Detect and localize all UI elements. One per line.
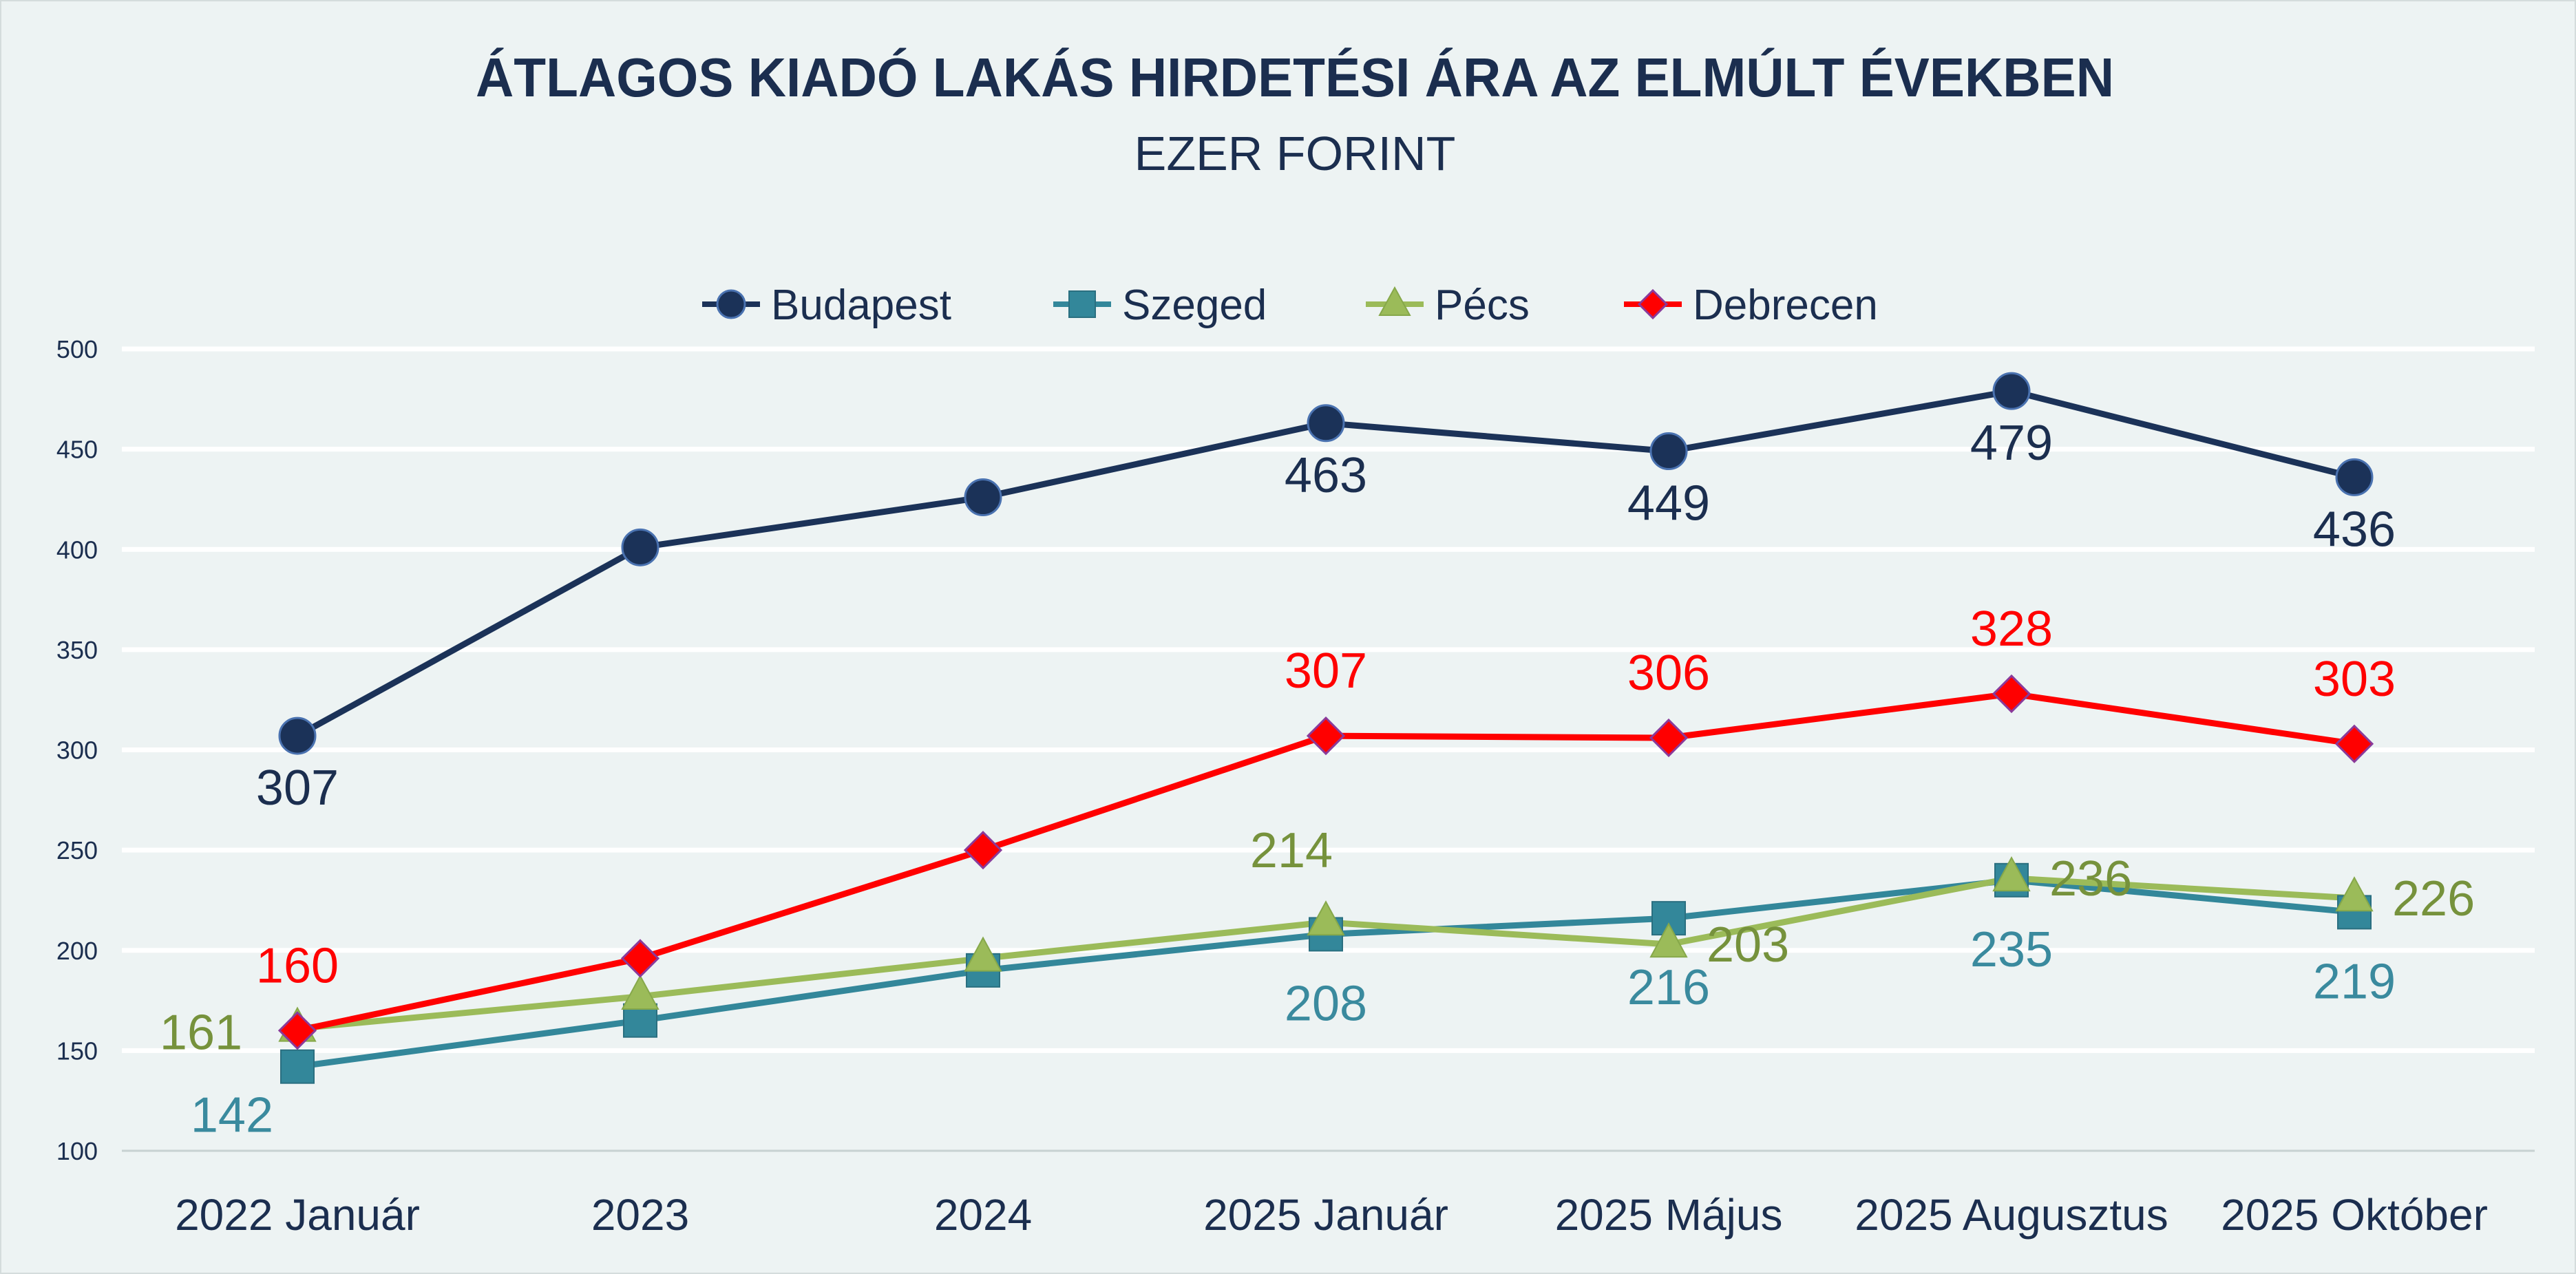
legend-swatch-marker bbox=[1637, 288, 1669, 320]
legend-label: Budapest bbox=[771, 282, 951, 329]
x-tick-label: 2023 bbox=[591, 1190, 689, 1240]
data-label-budapest: 436 bbox=[2313, 502, 2396, 557]
data-label-debrecen: 160 bbox=[256, 938, 339, 993]
y-tick-label: 400 bbox=[56, 535, 98, 564]
data-point-szeged bbox=[280, 1049, 315, 1084]
data-label-budapest: 449 bbox=[1627, 476, 1710, 531]
y-tick-label: 350 bbox=[56, 636, 98, 664]
data-point-budapest bbox=[1307, 404, 1345, 443]
data-point-debrecen bbox=[1306, 716, 1346, 756]
data-label-debrecen: 306 bbox=[1627, 646, 1710, 701]
data-point-pécs bbox=[1992, 856, 2031, 892]
data-point-pécs bbox=[964, 936, 1002, 972]
y-tick-label: 150 bbox=[56, 1037, 98, 1065]
x-tick-label: 2025 Augusztus bbox=[1855, 1190, 2168, 1240]
data-point-debrecen bbox=[1992, 674, 2031, 714]
legend-item: Pécs bbox=[1366, 282, 1530, 329]
data-label-debrecen: 303 bbox=[2313, 652, 2396, 707]
data-label-pécs: 236 bbox=[2049, 851, 2132, 906]
data-label-szeged: 235 bbox=[1970, 922, 2053, 977]
x-axis: 2022 Január 2023 2024 2025 Január 2025 Május… bbox=[175, 1190, 2488, 1240]
data-label-szeged: 219 bbox=[2313, 954, 2396, 1009]
legend-label: Pécs bbox=[1435, 282, 1530, 329]
data-labels: 307 463 449 479 436 142 208 216 235 219 161 214 203 2… bbox=[160, 416, 2475, 1143]
data-point-budapest bbox=[621, 528, 659, 566]
data-point-pécs bbox=[621, 974, 659, 1010]
chart-title: ÁTLAGOS KIADÓ LAKÁS HIRDETÉSI ÁRA AZ ELM… bbox=[476, 47, 2114, 108]
data-label-szeged: 142 bbox=[191, 1088, 273, 1143]
y-tick-label: 500 bbox=[56, 335, 98, 363]
data-label-budapest: 479 bbox=[1970, 416, 2053, 471]
data-point-budapest bbox=[278, 716, 317, 755]
series-markers bbox=[277, 372, 2374, 1084]
x-tick-label: 2025 Október bbox=[2221, 1190, 2488, 1240]
data-point-budapest bbox=[964, 478, 1002, 517]
legend-swatch-marker bbox=[1378, 286, 1411, 316]
data-label-debrecen: 328 bbox=[1970, 602, 2053, 657]
x-tick-label: 2024 bbox=[934, 1190, 1032, 1240]
data-label-budapest: 463 bbox=[1285, 448, 1367, 503]
data-point-pécs bbox=[1307, 900, 1345, 936]
data-label-pécs: 226 bbox=[2392, 871, 2475, 926]
chart-subtitle: EZER FORINT bbox=[1134, 127, 1456, 180]
legend-label: Szeged bbox=[1122, 282, 1267, 329]
legend-item: Debrecen bbox=[1624, 282, 1878, 329]
data-point-debrecen bbox=[963, 831, 1003, 870]
data-point-pécs bbox=[1649, 922, 1688, 958]
data-label-pécs: 161 bbox=[160, 1005, 242, 1060]
y-axis: 100 150 200 250 300 350 400 450 500 bbox=[56, 335, 98, 1165]
legend-label: Debrecen bbox=[1693, 282, 1878, 329]
data-label-budapest: 307 bbox=[256, 761, 339, 816]
y-tick-label: 200 bbox=[56, 937, 98, 965]
legend-swatch-marker bbox=[1068, 290, 1096, 318]
data-point-pécs bbox=[2335, 876, 2374, 912]
data-point-budapest bbox=[1992, 372, 2031, 410]
legend-swatch-marker bbox=[716, 289, 746, 319]
data-point-debrecen bbox=[2334, 724, 2374, 763]
data-label-szeged: 216 bbox=[1627, 960, 1710, 1015]
y-tick-label: 300 bbox=[56, 736, 98, 765]
x-tick-label: 2025 Május bbox=[1555, 1190, 1783, 1240]
data-label-debrecen: 307 bbox=[1285, 644, 1367, 699]
data-point-debrecen bbox=[1649, 718, 1689, 758]
y-tick-label: 100 bbox=[56, 1137, 98, 1165]
data-label-szeged: 208 bbox=[1285, 976, 1367, 1031]
data-point-budapest bbox=[2335, 458, 2374, 496]
data-point-debrecen bbox=[620, 939, 660, 978]
legend-item: Budapest bbox=[702, 282, 951, 329]
data-point-budapest bbox=[1649, 432, 1688, 471]
x-tick-label: 2022 Január bbox=[175, 1190, 420, 1240]
data-label-pécs: 214 bbox=[1250, 823, 1333, 878]
legend: Budapest Szeged Pécs Debrecen bbox=[702, 282, 1878, 329]
data-label-pécs: 203 bbox=[1707, 917, 1789, 973]
x-tick-label: 2025 Január bbox=[1203, 1190, 1448, 1240]
y-tick-label: 250 bbox=[56, 836, 98, 864]
data-point-debrecen bbox=[277, 1011, 317, 1050]
y-tick-label: 450 bbox=[56, 436, 98, 464]
legend-item: Szeged bbox=[1053, 282, 1267, 329]
